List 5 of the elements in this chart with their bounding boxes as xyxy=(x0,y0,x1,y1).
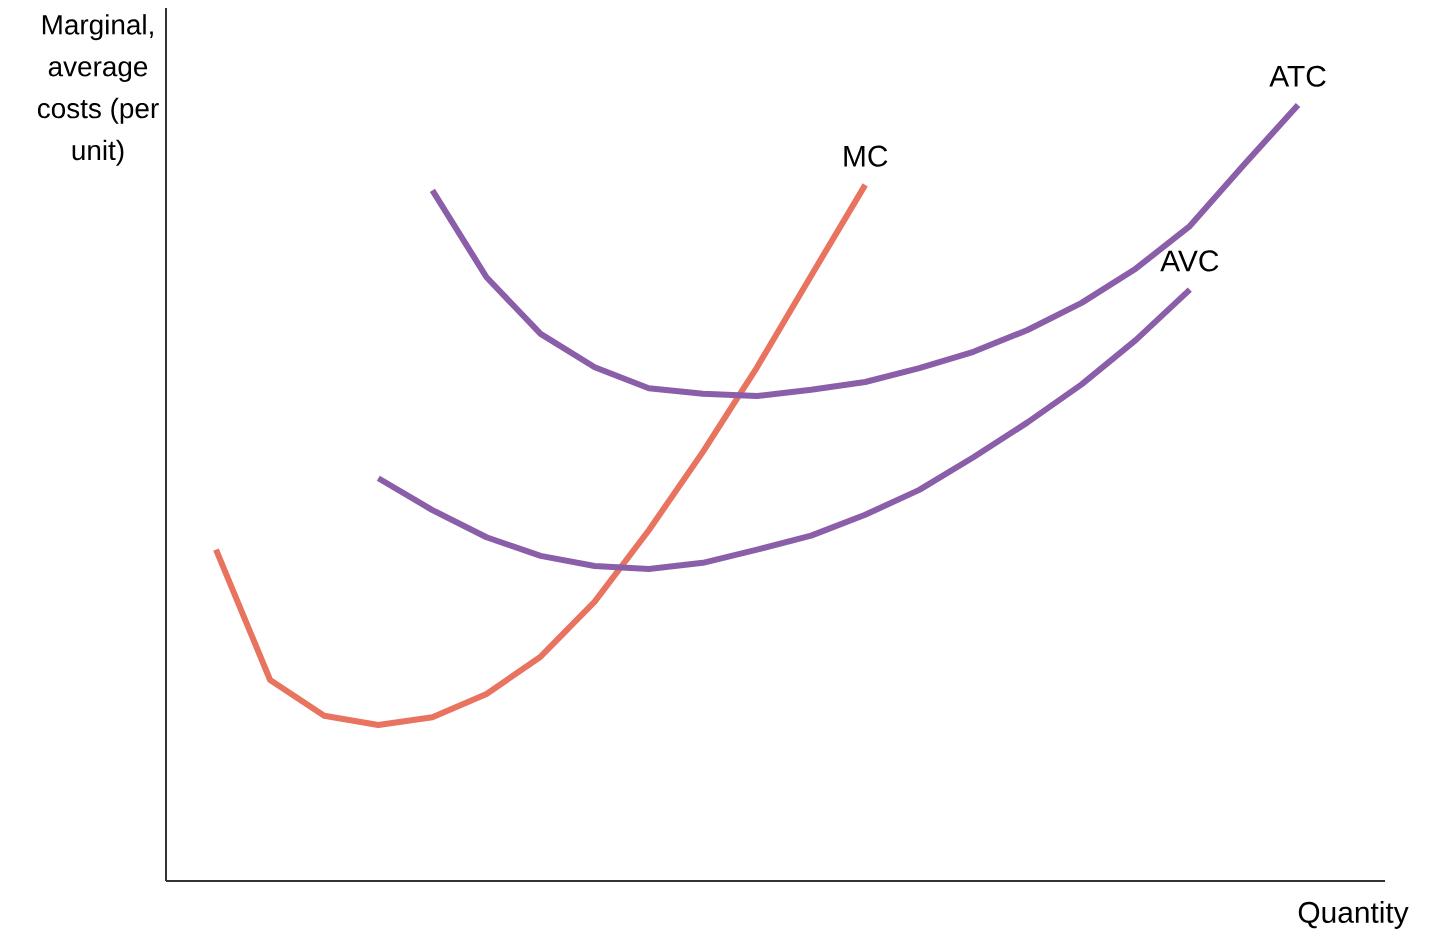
x-axis-title: Quantity xyxy=(1298,901,1409,929)
series-label: AVC xyxy=(1160,250,1219,272)
series-label: ATC xyxy=(1269,65,1326,87)
y-axis-title: Marginal, average costs (per unit) xyxy=(37,14,159,166)
series-label: MC xyxy=(844,145,888,167)
